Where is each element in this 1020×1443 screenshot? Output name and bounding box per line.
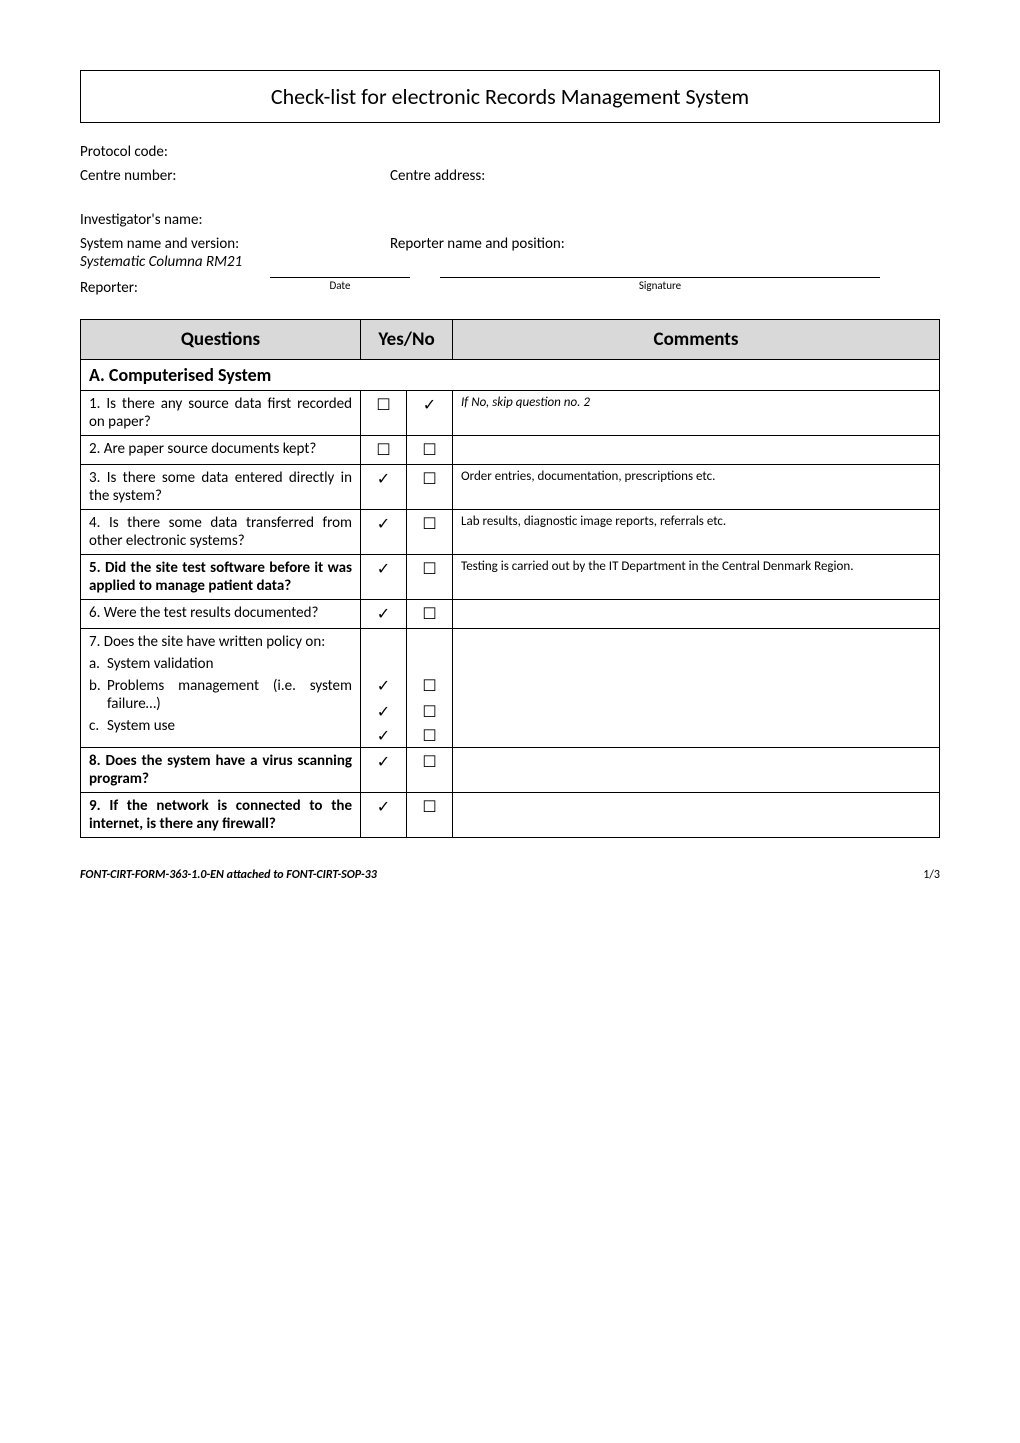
comment-text [453, 436, 940, 465]
reporter-signature-row: Reporter: Date Signature [80, 277, 940, 297]
section-a-row: A. Computerised System [81, 360, 940, 391]
footer-right: 1/3 [923, 868, 940, 882]
section-a-label: A. Computerised System [81, 360, 940, 391]
sub-text: Problems management (i.e. system failure… [107, 677, 352, 713]
no-mark-col: ☐ ☐ ☐ [407, 629, 453, 748]
table-row: 3. Is there some data entered directly i… [81, 465, 940, 510]
question-7-lead: 7. Does the site have written policy on: [89, 633, 352, 651]
no-mark-a: ☐ [407, 673, 452, 699]
header-yesno: Yes/No [361, 320, 453, 360]
no-mark: ☐ [407, 436, 453, 465]
centre-address-label: Centre address: [390, 167, 940, 185]
table-row: 1. Is there any source data first record… [81, 391, 940, 436]
yes-mark-a: ✓ [361, 673, 406, 699]
yes-mark-b: ✓ [361, 699, 406, 725]
comment-text: Order entries, documentation, prescripti… [453, 465, 940, 510]
yes-mark: ✓ [361, 793, 407, 838]
date-caption: Date [330, 279, 351, 292]
sub-text: System use [107, 717, 352, 735]
sub-item-c: c. System use [89, 717, 352, 735]
yes-mark-c: ✓ [361, 725, 406, 747]
no-mark: ☐ [407, 600, 453, 629]
table-row: 4. Is there some data transferred from o… [81, 510, 940, 555]
sub-item-a: a. System validation [89, 655, 352, 673]
signature-line [440, 277, 880, 278]
table-row: 5. Did the site test software before it … [81, 555, 940, 600]
reporter-row-label: Reporter: [80, 277, 270, 297]
centre-row: Centre number: Centre address: [80, 167, 940, 185]
sub-item-b: b. Problems management (i.e. system fail… [89, 677, 352, 713]
date-line [270, 277, 410, 278]
system-name-label: System name and version: [80, 235, 390, 253]
signature-caption: Signature [639, 279, 681, 292]
table-row: 9. If the network is connected to the in… [81, 793, 940, 838]
centre-number-label: Centre number: [80, 167, 390, 185]
header-comments: Comments [453, 320, 940, 360]
question-text: 9. If the network is connected to the in… [81, 793, 361, 838]
system-row: System name and version: Systematic Colu… [80, 235, 940, 271]
comment-text [453, 793, 940, 838]
question-text: 1. Is there any source data first record… [81, 391, 361, 436]
sub-text: System validation [107, 655, 352, 673]
comment-text: Testing is carried out by the IT Departm… [453, 555, 940, 600]
yes-mark: ✓ [361, 555, 407, 600]
meta-block: Protocol code: Centre number: Centre add… [80, 143, 940, 297]
sub-letter: c. [89, 717, 107, 735]
no-mark: ☐ [407, 793, 453, 838]
question-7: 7. Does the site have written policy on:… [81, 629, 361, 748]
question-text: 2. Are paper source documents kept? [81, 436, 361, 465]
protocol-code-label: Protocol code: [80, 143, 168, 161]
comment-text: Lab results, diagnostic image reports, r… [453, 510, 940, 555]
comment-text [453, 748, 940, 793]
no-mark: ☐ [407, 510, 453, 555]
question-text: 5. Did the site test software before it … [81, 555, 361, 600]
checklist-table: Questions Yes/No Comments A. Computerise… [80, 319, 940, 838]
no-mark-b: ☐ [407, 699, 452, 725]
no-mark-c: ☐ [407, 725, 452, 747]
investigator-row: Investigator's name: [80, 211, 940, 229]
yes-mark: ✓ [361, 510, 407, 555]
comment-text: If No, skip question no. 2 [453, 391, 940, 436]
yes-mark-col: ✓ ✓ ✓ [361, 629, 407, 748]
no-mark: ☐ [407, 555, 453, 600]
header-questions: Questions [81, 320, 361, 360]
yes-mark: ✓ [361, 600, 407, 629]
document-title: Check-list for electronic Records Manage… [80, 70, 940, 123]
system-name-value: Systematic Columna RM21 [80, 253, 390, 271]
table-row: 6. Were the test results documented? ✓ ☐ [81, 600, 940, 629]
yes-mark: ✓ [361, 465, 407, 510]
question-7-sublist: a. System validation b. Problems managem… [89, 655, 352, 735]
no-mark: ✓ [407, 391, 453, 436]
date-field: Date [270, 277, 410, 292]
table-header-row: Questions Yes/No Comments [81, 320, 940, 360]
question-text: 4. Is there some data transferred from o… [81, 510, 361, 555]
investigator-label: Investigator's name: [80, 211, 203, 229]
footer: FONT-CIRT-FORM-363-1.0-EN attached to FO… [80, 868, 940, 882]
table-row: 2. Are paper source documents kept? ☐ ☐ [81, 436, 940, 465]
yes-mark: ✓ [361, 748, 407, 793]
yes-mark: ☐ [361, 391, 407, 436]
table-row-7: 7. Does the site have written policy on:… [81, 629, 940, 748]
question-text: 3. Is there some data entered directly i… [81, 465, 361, 510]
question-text: 6. Were the test results documented? [81, 600, 361, 629]
no-mark: ☐ [407, 465, 453, 510]
yes-mark: ☐ [361, 436, 407, 465]
signature-field: Signature [440, 277, 880, 292]
sub-letter: b. [89, 677, 107, 695]
sub-letter: a. [89, 655, 107, 673]
footer-left: FONT-CIRT-FORM-363-1.0-EN attached to FO… [80, 868, 377, 882]
no-mark: ☐ [407, 748, 453, 793]
comment-text [453, 629, 940, 748]
protocol-code-row: Protocol code: [80, 143, 940, 161]
reporter-name-label: Reporter name and position: [390, 235, 940, 271]
table-row: 8. Does the system have a virus scanning… [81, 748, 940, 793]
comment-text [453, 600, 940, 629]
question-text: 8. Does the system have a virus scanning… [81, 748, 361, 793]
